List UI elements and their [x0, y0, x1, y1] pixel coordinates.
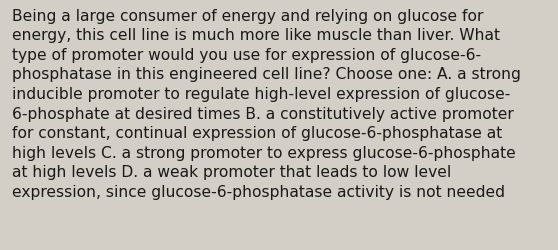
- Text: Being a large consumer of energy and relying on glucose for
energy, this cell li: Being a large consumer of energy and rel…: [12, 9, 521, 199]
